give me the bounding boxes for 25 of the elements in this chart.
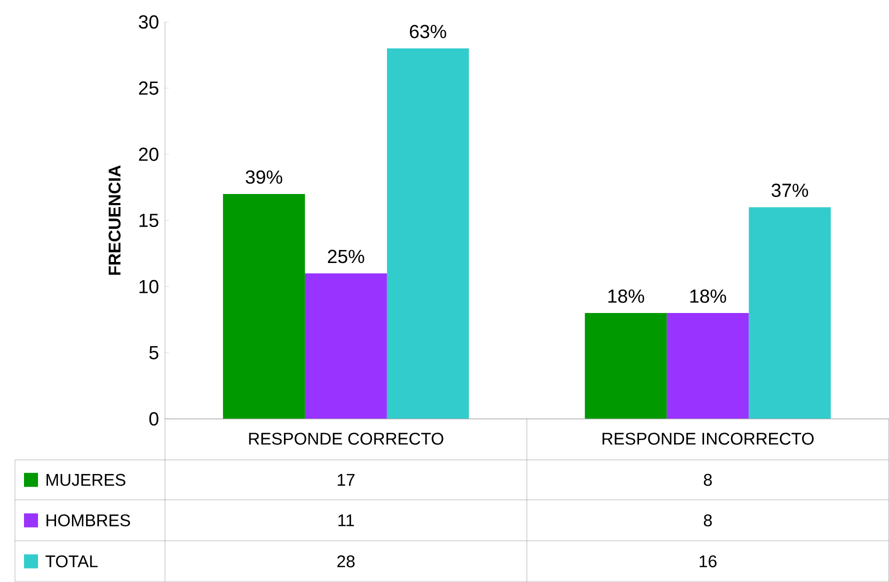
y-tick-label: 20: [139, 148, 158, 161]
x-tick-label: RESPONDE CORRECTO: [249, 432, 444, 445]
data-label: 16: [700, 555, 717, 568]
x-tick-label: RESPONDE INCORRECTO: [602, 432, 814, 445]
legend-label: HOMBRES: [46, 514, 130, 526]
data-label: 17: [338, 474, 354, 486]
data-label: 11: [338, 514, 354, 526]
annotation: 25%: [328, 250, 364, 264]
annotation: 63%: [410, 24, 446, 38]
y-tick-label: 25: [139, 81, 158, 95]
annotation: 18%: [690, 289, 726, 303]
y-axis-title: FRECUENCIA: [108, 165, 121, 275]
y-tick-label: 10: [140, 280, 158, 294]
data-label: 8: [704, 514, 712, 526]
y-tick-label: 30: [138, 15, 158, 29]
y-tick-label: 5: [149, 346, 158, 360]
y-tick-label: 0: [149, 412, 158, 426]
annotation: 39%: [246, 170, 282, 184]
data-label: 28: [337, 555, 355, 568]
annotation: 18%: [608, 289, 644, 303]
y-tick-label: 15: [140, 214, 158, 228]
legend-label: MUJERES: [46, 474, 126, 486]
legend-label: TOTAL: [46, 555, 98, 568]
data-label: 8: [704, 474, 712, 486]
annotation: 37%: [772, 184, 808, 197]
